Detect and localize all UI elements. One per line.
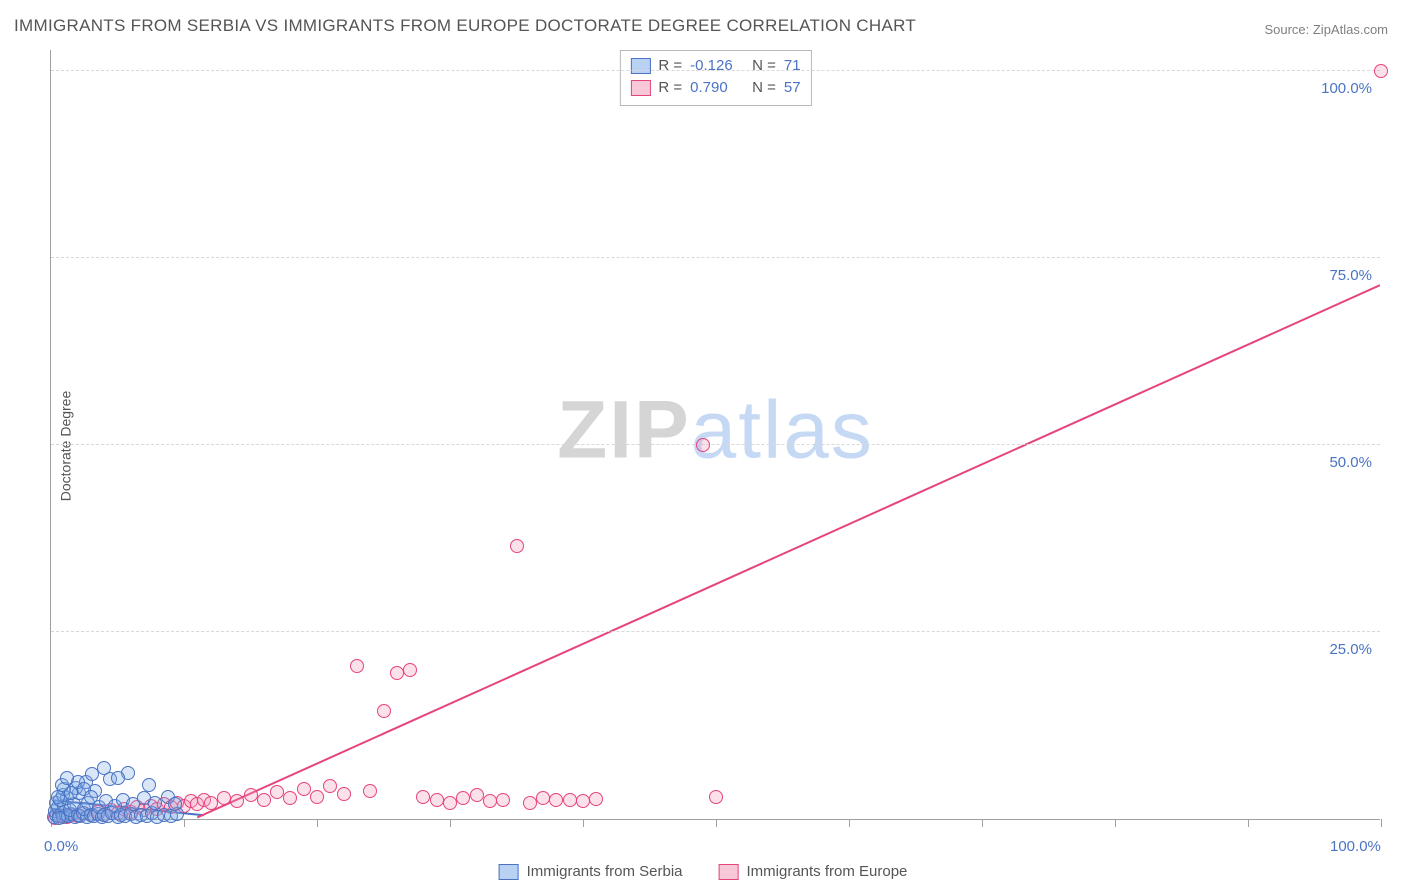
point-pink bbox=[536, 791, 550, 805]
point-pink bbox=[323, 779, 337, 793]
tick-x bbox=[450, 819, 451, 827]
watermark-part1: ZIP bbox=[557, 384, 691, 475]
legend-item-blue: Immigrants from Serbia bbox=[499, 863, 683, 880]
stat-row-pink: R = 0.790 N = 57 bbox=[630, 77, 800, 99]
watermark: ZIPatlas bbox=[557, 383, 874, 477]
source-label: Source: ZipAtlas.com bbox=[1264, 22, 1388, 37]
point-pink bbox=[483, 794, 497, 808]
trend-lines bbox=[51, 50, 1380, 819]
point-pink bbox=[456, 791, 470, 805]
point-pink bbox=[217, 791, 231, 805]
stat-r-value: 0.790 bbox=[690, 77, 744, 99]
point-pink bbox=[430, 793, 444, 807]
point-pink bbox=[470, 788, 484, 802]
stat-n-label: N = bbox=[752, 77, 776, 99]
point-pink bbox=[510, 539, 524, 553]
point-pink bbox=[576, 794, 590, 808]
legend-item-pink: Immigrants from Europe bbox=[718, 863, 907, 880]
point-pink bbox=[523, 796, 537, 810]
point-pink bbox=[1374, 64, 1388, 78]
tick-x bbox=[716, 819, 717, 827]
point-pink bbox=[416, 790, 430, 804]
tick-x bbox=[1248, 819, 1249, 827]
point-pink bbox=[204, 796, 218, 810]
tick-x bbox=[1115, 819, 1116, 827]
point-blue bbox=[60, 771, 74, 785]
stat-r-value: -0.126 bbox=[690, 55, 744, 77]
point-pink bbox=[589, 792, 603, 806]
point-blue bbox=[168, 797, 182, 811]
point-blue bbox=[52, 811, 66, 825]
point-blue bbox=[111, 771, 125, 785]
swatch-pink bbox=[630, 80, 650, 96]
point-blue bbox=[142, 778, 156, 792]
ytick-label: 100.0% bbox=[1321, 80, 1372, 97]
legend-label: Immigrants from Serbia bbox=[527, 863, 683, 880]
tick-x bbox=[184, 819, 185, 827]
point-pink bbox=[297, 782, 311, 796]
gridline-h bbox=[51, 70, 1380, 71]
legend-swatch-blue bbox=[499, 864, 519, 880]
point-pink bbox=[549, 793, 563, 807]
swatch-blue bbox=[630, 58, 650, 74]
gridline-h bbox=[51, 631, 1380, 632]
point-pink bbox=[496, 793, 510, 807]
point-pink bbox=[403, 663, 417, 677]
stat-n-value: 71 bbox=[784, 55, 801, 77]
bottom-legend: Immigrants from Serbia Immigrants from Eu… bbox=[499, 863, 908, 880]
point-pink bbox=[283, 791, 297, 805]
point-pink bbox=[310, 790, 324, 804]
point-pink bbox=[377, 704, 391, 718]
tick-x bbox=[583, 819, 584, 827]
ytick-label: 25.0% bbox=[1329, 641, 1372, 658]
point-pink bbox=[363, 784, 377, 798]
ytick-label: 75.0% bbox=[1329, 267, 1372, 284]
point-pink bbox=[390, 666, 404, 680]
ytick-label: 50.0% bbox=[1329, 454, 1372, 471]
point-pink bbox=[350, 659, 364, 673]
point-blue bbox=[84, 790, 98, 804]
gridline-h bbox=[51, 257, 1380, 258]
tick-x bbox=[1381, 819, 1382, 827]
point-pink bbox=[709, 790, 723, 804]
point-pink bbox=[696, 438, 710, 452]
point-pink bbox=[563, 793, 577, 807]
tick-x bbox=[849, 819, 850, 827]
plot-area: ZIPatlas R = -0.126 N = 71 R = 0.790 N = 57 25.… bbox=[50, 50, 1380, 820]
xtick-label: 100.0% bbox=[1330, 838, 1381, 855]
chart-title: IMMIGRANTS FROM SERBIA VS IMMIGRANTS FRO… bbox=[14, 16, 916, 36]
tick-x bbox=[317, 819, 318, 827]
legend-label: Immigrants from Europe bbox=[746, 863, 907, 880]
point-pink bbox=[337, 787, 351, 801]
xtick-label: 0.0% bbox=[44, 838, 78, 855]
point-pink bbox=[270, 785, 284, 799]
point-pink bbox=[230, 794, 244, 808]
point-pink bbox=[257, 793, 271, 807]
stat-row-blue: R = -0.126 N = 71 bbox=[630, 55, 800, 77]
tick-x bbox=[982, 819, 983, 827]
trendline-pink bbox=[197, 285, 1380, 817]
stat-r-label: R = bbox=[658, 77, 682, 99]
stat-r-label: R = bbox=[658, 55, 682, 77]
stat-n-value: 57 bbox=[784, 77, 801, 99]
point-pink bbox=[244, 788, 258, 802]
gridline-h bbox=[51, 444, 1380, 445]
stats-box: R = -0.126 N = 71 R = 0.790 N = 57 bbox=[619, 50, 811, 106]
point-pink bbox=[443, 796, 457, 810]
watermark-part2: atlas bbox=[691, 384, 874, 475]
point-blue bbox=[97, 761, 111, 775]
legend-swatch-pink bbox=[718, 864, 738, 880]
stat-n-label: N = bbox=[752, 55, 776, 77]
